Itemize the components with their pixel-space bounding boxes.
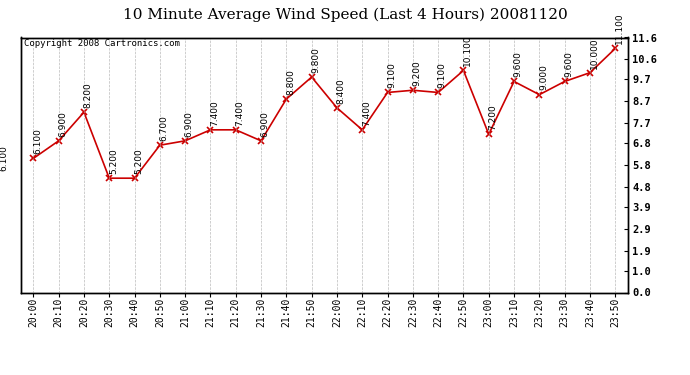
Text: 6.100: 6.100 xyxy=(33,128,42,154)
Text: 9.000: 9.000 xyxy=(539,64,548,90)
Text: 9.800: 9.800 xyxy=(311,47,320,73)
Text: 8.800: 8.800 xyxy=(286,69,295,95)
Text: 7.400: 7.400 xyxy=(362,100,371,126)
Text: 7.400: 7.400 xyxy=(235,100,244,126)
Text: 8.400: 8.400 xyxy=(337,78,346,104)
Text: 10.100: 10.100 xyxy=(463,34,472,66)
Text: 9.600: 9.600 xyxy=(564,51,573,77)
Text: 6.900: 6.900 xyxy=(261,111,270,136)
Text: 5.200: 5.200 xyxy=(109,148,118,174)
Text: 10 Minute Average Wind Speed (Last 4 Hours) 20081120: 10 Minute Average Wind Speed (Last 4 Hou… xyxy=(123,8,567,22)
Text: 6.900: 6.900 xyxy=(59,111,68,136)
Text: 9.200: 9.200 xyxy=(413,60,422,86)
Text: 7.200: 7.200 xyxy=(489,104,497,130)
Text: 6.700: 6.700 xyxy=(159,115,168,141)
Text: 6.900: 6.900 xyxy=(185,111,194,136)
Text: 9.100: 9.100 xyxy=(387,62,396,88)
Text: 10.000: 10.000 xyxy=(590,37,599,69)
Text: 9.600: 9.600 xyxy=(514,51,523,77)
Text: 7.400: 7.400 xyxy=(210,100,219,126)
Text: 9.100: 9.100 xyxy=(438,62,447,88)
Text: 5.200: 5.200 xyxy=(135,148,144,174)
Text: Copyright 2008 Cartronics.com: Copyright 2008 Cartronics.com xyxy=(23,39,179,48)
Text: 6.100: 6.100 xyxy=(0,146,8,171)
Text: 11.100: 11.100 xyxy=(615,13,624,44)
Text: 8.200: 8.200 xyxy=(83,82,92,108)
